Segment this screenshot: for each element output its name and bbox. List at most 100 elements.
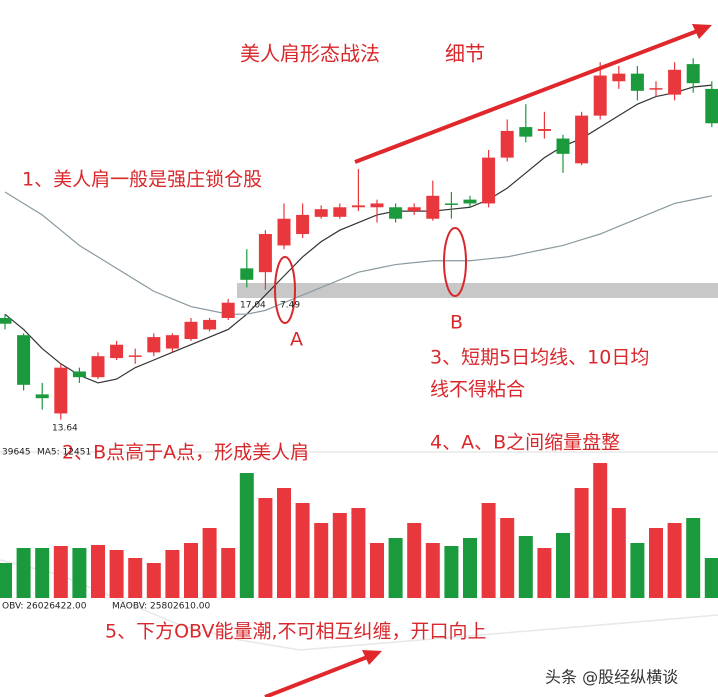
annotation: 2、B点高于A点，形成美人肩 <box>62 442 309 464</box>
trend-arrow <box>354 28 701 164</box>
candle-body <box>686 64 700 84</box>
indicator-label: MAOBV: 25802610.00 <box>112 602 210 612</box>
candle-body <box>705 88 718 124</box>
ma-line <box>4 84 712 384</box>
volume-bar <box>202 528 217 598</box>
candle-body <box>72 371 86 378</box>
candle-body <box>407 207 421 212</box>
candle-body <box>35 394 49 399</box>
candle-body <box>314 209 328 217</box>
obv-line <box>0 559 718 651</box>
volume-bar <box>370 543 384 598</box>
volume-bar <box>35 548 50 598</box>
volume-bar <box>500 518 515 598</box>
volume-bar <box>332 513 347 598</box>
candle-body <box>128 355 142 357</box>
indicator-label: 39645 <box>2 448 31 458</box>
candle-body <box>463 199 477 204</box>
annotation: 3、短期5日均线、10日均 <box>430 347 649 369</box>
annotation: A <box>290 329 303 351</box>
watermark: 头条 @股经纵横谈 <box>545 668 678 687</box>
price-label: 7.49 <box>280 301 300 311</box>
candle-body <box>184 321 198 339</box>
ellipse-a <box>274 256 296 324</box>
volume-bar <box>593 463 608 598</box>
price-band <box>237 283 718 298</box>
volume-bar <box>667 523 682 598</box>
annotation: 4、A、B之间缩量盘整 <box>430 432 620 454</box>
annotation: B <box>450 312 463 334</box>
candle-body <box>370 203 384 208</box>
candle-body <box>426 195 440 219</box>
volume-bar <box>463 538 477 598</box>
volume-bar <box>704 558 718 598</box>
annotation: 5、下方OBV能量潮,不可相互纠缠，开口向上 <box>105 621 487 643</box>
price-label: 17.04 <box>240 301 266 311</box>
volume-bar <box>258 498 273 598</box>
volume-bar <box>221 548 236 598</box>
volume-bar <box>649 528 663 598</box>
volume-bar <box>91 545 105 598</box>
volume-bar <box>686 518 701 598</box>
candle-body <box>0 318 12 324</box>
candle-body <box>537 129 551 131</box>
volume-bar <box>146 563 161 598</box>
candle-body <box>333 207 347 217</box>
indicator-label: MA5: 12451 <box>37 448 91 458</box>
volume-bar <box>16 548 31 598</box>
volume-bar <box>351 508 366 598</box>
volume-bar <box>407 523 422 598</box>
candle-body <box>482 157 496 204</box>
volume-bar <box>184 543 198 598</box>
volume-bar <box>425 543 440 598</box>
volume-bar <box>295 503 310 598</box>
volume-bar <box>611 508 626 598</box>
annotation: 1、美人肩一般是强庄锁仓股 <box>22 169 262 191</box>
obv-arrow <box>264 654 371 697</box>
candle-body <box>54 367 68 414</box>
volume-bar <box>574 488 589 598</box>
candle-body <box>17 335 31 385</box>
candle-body <box>575 115 589 164</box>
marks <box>0 58 718 598</box>
candle-body <box>649 88 663 90</box>
price-label: 13.64 <box>52 424 78 434</box>
candle-body <box>240 268 254 280</box>
volume-bar <box>444 546 459 598</box>
volume-bar <box>630 543 645 598</box>
volume-bar <box>72 548 87 598</box>
volume-bar <box>53 546 68 598</box>
volume-bar <box>556 533 570 598</box>
candle-body <box>630 73 644 91</box>
arrow-head <box>692 24 712 39</box>
candle-body <box>91 356 105 378</box>
volume-bar <box>314 523 329 598</box>
candle-body <box>277 218 291 246</box>
chart-subtitle: 细节 <box>445 42 485 66</box>
candle-body <box>444 203 458 205</box>
volume-bar <box>388 538 403 598</box>
candle-body <box>147 337 161 353</box>
volume-bar <box>277 488 291 598</box>
candle-body <box>110 344 124 359</box>
candle-body <box>258 234 272 273</box>
volume-bar <box>239 473 254 598</box>
annotation: 线不得粘合 <box>430 379 525 401</box>
candle-body <box>221 302 235 318</box>
chart-title: 美人肩形态战法 <box>240 42 380 66</box>
volume-bar <box>537 548 552 598</box>
candle-body <box>593 75 607 116</box>
volume-bar <box>109 550 124 598</box>
candle-body <box>519 127 533 137</box>
ma-line <box>4 191 712 315</box>
candle-body <box>556 138 570 154</box>
ellipse-b <box>443 227 467 297</box>
indicator-label: OBV: 26026422.00 <box>2 602 87 612</box>
volume-bar <box>165 550 180 598</box>
candle-body <box>165 335 179 349</box>
candle-body <box>500 130 514 158</box>
volume-bar <box>518 536 533 598</box>
volume-bar <box>0 563 12 598</box>
candle-body <box>668 69 682 95</box>
